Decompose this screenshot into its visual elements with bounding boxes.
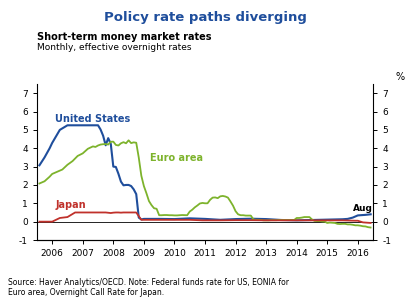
Text: %: %	[394, 73, 403, 82]
Text: Japan: Japan	[55, 200, 85, 210]
Text: Aug: Aug	[353, 204, 372, 213]
Text: United States: United States	[55, 114, 130, 124]
Text: Monthly, effective overnight rates: Monthly, effective overnight rates	[37, 43, 191, 52]
Text: Euro area: Euro area	[150, 153, 202, 163]
Text: Policy rate paths diverging: Policy rate paths diverging	[103, 11, 306, 23]
Text: Source: Haver Analytics/OECD. Note: Federal funds rate for US, EONIA for
Euro ar: Source: Haver Analytics/OECD. Note: Fede…	[8, 278, 288, 297]
Text: Short-term money market rates: Short-term money market rates	[37, 32, 211, 41]
